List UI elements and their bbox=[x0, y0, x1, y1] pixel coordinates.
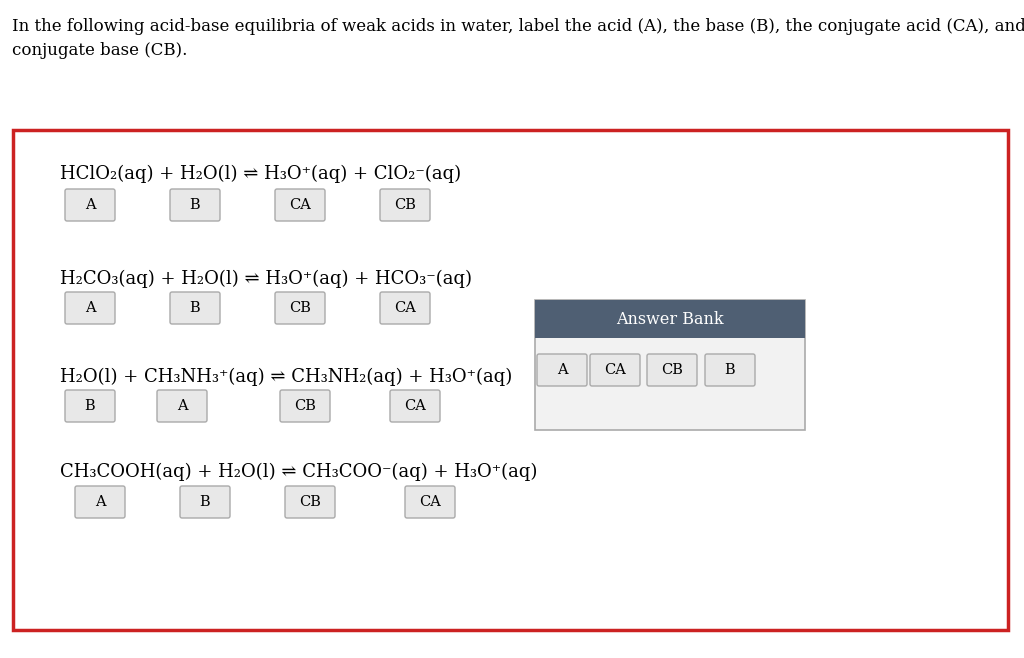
Text: H₂O(l) + CH₃NH₃⁺(aq) ⇌ CH₃NH₂(aq) + H₃O⁺(aq): H₂O(l) + CH₃NH₃⁺(aq) ⇌ CH₃NH₂(aq) + H₃O⁺… bbox=[60, 368, 512, 386]
FancyBboxPatch shape bbox=[75, 486, 125, 518]
FancyBboxPatch shape bbox=[380, 189, 430, 221]
FancyBboxPatch shape bbox=[65, 189, 115, 221]
FancyBboxPatch shape bbox=[406, 486, 455, 518]
FancyBboxPatch shape bbox=[65, 390, 115, 422]
Text: CA: CA bbox=[394, 301, 416, 315]
Text: In the following acid-base equilibria of weak acids in water, label the acid (A): In the following acid-base equilibria of… bbox=[12, 18, 1024, 35]
Text: CA: CA bbox=[289, 198, 311, 212]
Text: Answer Bank: Answer Bank bbox=[616, 311, 724, 328]
Bar bbox=[535, 300, 805, 338]
Text: CB: CB bbox=[289, 301, 311, 315]
Text: CA: CA bbox=[419, 495, 441, 509]
Text: B: B bbox=[725, 363, 735, 377]
FancyBboxPatch shape bbox=[65, 292, 115, 324]
FancyBboxPatch shape bbox=[280, 390, 330, 422]
Text: conjugate base (CB).: conjugate base (CB). bbox=[12, 42, 187, 59]
FancyBboxPatch shape bbox=[647, 354, 697, 386]
FancyBboxPatch shape bbox=[590, 354, 640, 386]
FancyBboxPatch shape bbox=[275, 292, 325, 324]
Text: CB: CB bbox=[394, 198, 416, 212]
Text: H₂CO₃(aq) + H₂O(l) ⇌ H₃O⁺(aq) + HCO₃⁻(aq): H₂CO₃(aq) + H₂O(l) ⇌ H₃O⁺(aq) + HCO₃⁻(aq… bbox=[60, 270, 472, 288]
Bar bbox=[13, 130, 1008, 630]
Text: A: A bbox=[85, 301, 95, 315]
FancyBboxPatch shape bbox=[170, 189, 220, 221]
FancyBboxPatch shape bbox=[170, 292, 220, 324]
FancyBboxPatch shape bbox=[390, 390, 440, 422]
Text: CB: CB bbox=[662, 363, 683, 377]
FancyBboxPatch shape bbox=[537, 354, 587, 386]
FancyBboxPatch shape bbox=[180, 486, 230, 518]
Bar bbox=[535, 300, 805, 430]
Text: B: B bbox=[85, 399, 95, 413]
Text: B: B bbox=[189, 198, 201, 212]
Text: CH₃COOH(aq) + H₂O(l) ⇌ CH₃COO⁻(aq) + H₃O⁺(aq): CH₃COOH(aq) + H₂O(l) ⇌ CH₃COO⁻(aq) + H₃O… bbox=[60, 463, 538, 481]
Text: CB: CB bbox=[299, 495, 321, 509]
FancyBboxPatch shape bbox=[285, 486, 335, 518]
Text: A: A bbox=[94, 495, 105, 509]
Text: B: B bbox=[189, 301, 201, 315]
FancyBboxPatch shape bbox=[275, 189, 325, 221]
FancyBboxPatch shape bbox=[705, 354, 755, 386]
Text: CB: CB bbox=[294, 399, 316, 413]
Text: B: B bbox=[200, 495, 210, 509]
Text: A: A bbox=[85, 198, 95, 212]
Text: HClO₂(aq) + H₂O(l) ⇌ H₃O⁺(aq) + ClO₂⁻(aq): HClO₂(aq) + H₂O(l) ⇌ H₃O⁺(aq) + ClO₂⁻(aq… bbox=[60, 165, 461, 183]
FancyBboxPatch shape bbox=[380, 292, 430, 324]
Text: A: A bbox=[177, 399, 187, 413]
FancyBboxPatch shape bbox=[157, 390, 207, 422]
Text: CA: CA bbox=[604, 363, 626, 377]
Text: CA: CA bbox=[404, 399, 426, 413]
Text: A: A bbox=[557, 363, 567, 377]
